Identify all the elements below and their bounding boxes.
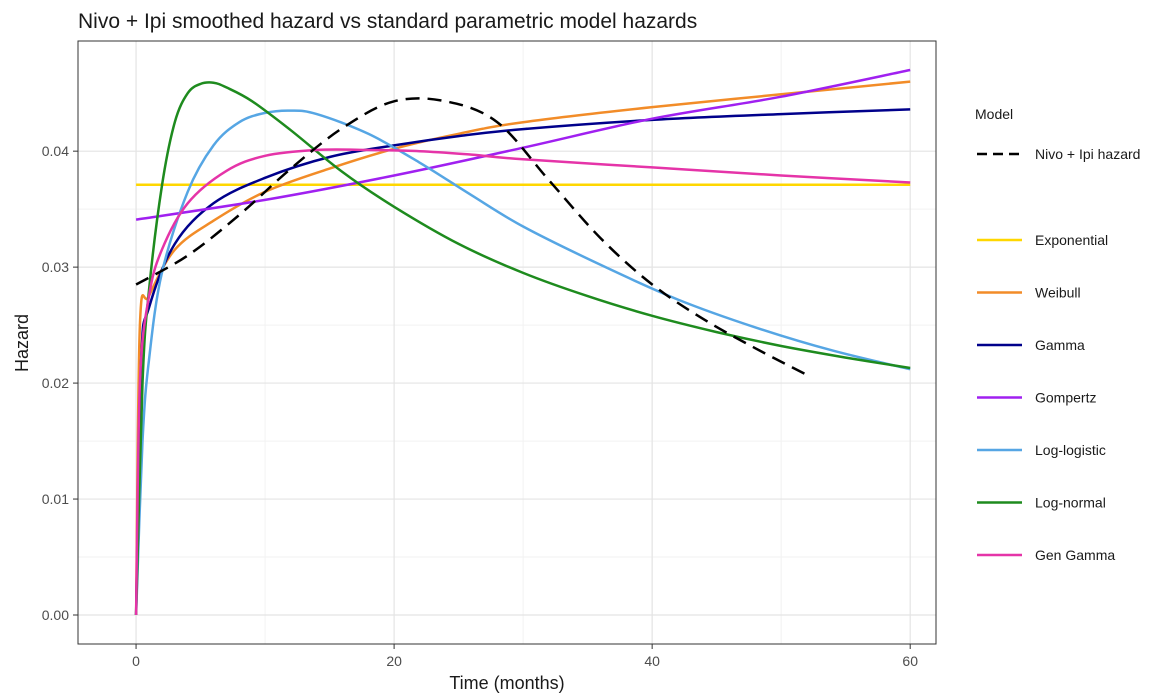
- series-line-gen-gamma: [134, 148, 911, 616]
- plot-border: [77, 40, 937, 645]
- y-tick-label: 0.03: [42, 259, 69, 275]
- legend-label-exponential: Exponential: [1035, 232, 1108, 248]
- series-line-weibull: [134, 80, 911, 616]
- y-axis-label: Hazard: [12, 314, 32, 372]
- legend-title: Model: [975, 106, 1013, 122]
- legend-label-nivo-ipi-hazard: Nivo + Ipi hazard: [1035, 146, 1140, 162]
- y-tick-label: 0.02: [42, 375, 69, 391]
- series-layer: [134, 68, 911, 616]
- minor-gridlines: [78, 41, 936, 644]
- x-tick-label: 0: [132, 653, 140, 669]
- legend-entries: Exponential Weibull Gamma Gompertz Log-logis…: [977, 232, 1115, 563]
- chart-title: Nivo + Ipi smoothed hazard vs standard p…: [78, 10, 697, 33]
- legend-label-log-logistic: Log-logistic: [1035, 442, 1106, 458]
- legend-label-weibull: Weibull: [1035, 285, 1081, 301]
- y-tick-label: 0.01: [42, 491, 69, 507]
- legend-label-gamma: Gamma: [1035, 337, 1085, 353]
- x-axis-label: Time (months): [449, 673, 564, 693]
- x-tick-label: 20: [386, 653, 402, 669]
- y-tick-label: 0.00: [42, 607, 69, 623]
- y-axis: 0.00 0.01 0.02 0.03 0.04: [42, 143, 78, 623]
- plot-panel: [78, 41, 936, 644]
- legend: Model Nivo + Ipi hazard Exponential Weibu…: [975, 106, 1140, 563]
- series-line-log-logistic: [134, 109, 911, 616]
- series-line-log-normal: [134, 81, 911, 616]
- x-tick-label: 40: [644, 653, 660, 669]
- series-line-nivo-ipi-hazard: [135, 97, 808, 377]
- legend-label-gompertz: Gompertz: [1035, 390, 1096, 406]
- legend-label-log-normal: Log-normal: [1035, 495, 1106, 511]
- y-tick-label: 0.04: [42, 143, 69, 159]
- legend-label-gen-gamma: Gen Gamma: [1035, 547, 1115, 563]
- x-axis: 0 20 40 60: [132, 644, 918, 669]
- x-tick-label: 60: [902, 653, 918, 669]
